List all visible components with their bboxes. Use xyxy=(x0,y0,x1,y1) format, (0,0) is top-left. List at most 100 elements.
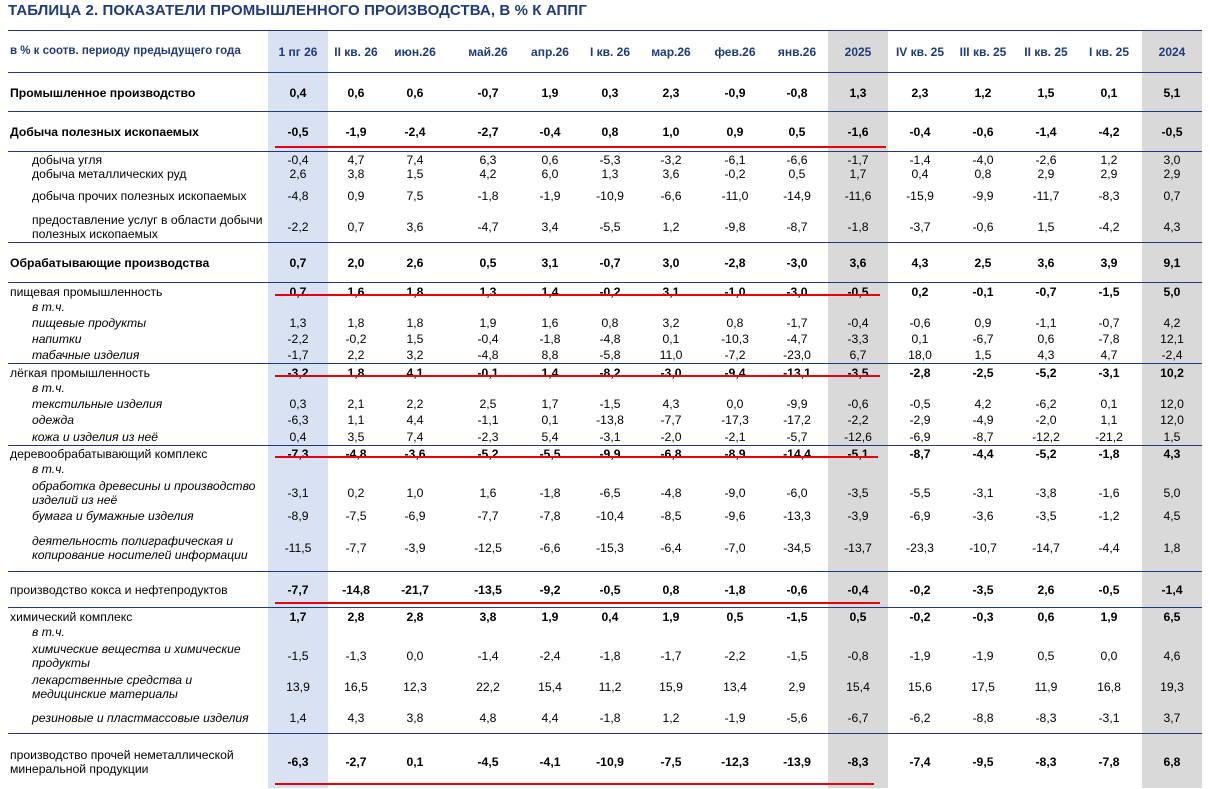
table-cell: 4,2 xyxy=(1163,316,1181,330)
table-cell: 1,9 xyxy=(479,316,497,330)
table-cell: -1,6 xyxy=(1098,485,1120,500)
table-cell: 6,0 xyxy=(541,166,559,181)
table-cell: -6,6 xyxy=(539,540,561,555)
table-row: кожа и изделия из неё 0,4 3,5 7,4 -2,3 5,4 -3,… xyxy=(8,428,1202,445)
table-cell: -14,4 xyxy=(783,447,811,461)
table-cell: -7,8 xyxy=(1098,754,1120,769)
table-cell: 4,3 xyxy=(662,397,680,411)
table-cell: 3,6 xyxy=(662,166,680,181)
table-cell: 1,4 xyxy=(541,365,559,380)
table-cell: -5,5 xyxy=(909,485,931,500)
row-label: в т.ч. xyxy=(32,462,65,476)
table-cell: -6,3 xyxy=(287,754,309,769)
row-label: бумага и бумажные изделия xyxy=(32,509,194,523)
table-cell: -4,4 xyxy=(1098,540,1120,555)
table-cell: -2,0 xyxy=(1035,413,1057,427)
table-cell: 2,2 xyxy=(347,348,365,362)
table-row: бумага и бумажные изделия -8,9 -7,5 -6,9 -7,… xyxy=(8,508,1202,524)
table-row: деятельность полиграфическая и копирован… xyxy=(8,524,1202,571)
table-cell: -1,6 xyxy=(847,125,869,139)
table-cell: -12,2 xyxy=(1032,429,1060,444)
row-label: в т.ч. xyxy=(32,300,65,314)
table-row: табачные изделия -1,7 2,2 3,2 -4,8 8,8 -5,8 11,… xyxy=(8,347,1202,363)
table-cell: 0,2 xyxy=(347,485,365,500)
table-row: Добыча полезных ископаемых -0,5 -1,9 -2,4 -2… xyxy=(8,111,1202,152)
table-row: Обрабатывающие производства 0,7 2,0 2,6 0,5 3… xyxy=(8,242,1202,283)
table-cell: -0,6 xyxy=(972,219,994,234)
table-cell: 4,3 xyxy=(1163,219,1181,234)
table-cell: 1,8 xyxy=(1163,540,1181,555)
table-cell: -3,0 xyxy=(660,365,682,380)
table-cell: -23,3 xyxy=(906,540,934,555)
table-cell: -9,4 xyxy=(724,365,746,380)
table-cell: 4,3 xyxy=(1163,447,1181,461)
table-cell: -8,8 xyxy=(972,710,994,725)
table-cell: 0,5 xyxy=(479,256,497,270)
table-cell: -0,7 xyxy=(1035,284,1057,299)
table-cell: -9,8 xyxy=(724,219,746,234)
table-cell: -5,8 xyxy=(599,348,621,362)
table-cell: 0,1 xyxy=(911,332,929,346)
table-cell: -4,8 xyxy=(345,447,367,461)
table-cell: -11,6 xyxy=(844,189,872,203)
highlight-underline xyxy=(275,456,878,458)
table-cell: -1,4 xyxy=(1161,583,1183,597)
table-cell: 6,7 xyxy=(849,348,867,362)
column-header: 2025 xyxy=(844,44,872,59)
table-cell: 2,9 xyxy=(1100,166,1118,181)
column-header: май.26 xyxy=(468,44,508,59)
table-cell: 0,0 xyxy=(1100,648,1118,663)
table-cell: -4,8 xyxy=(660,485,682,500)
table-cell: 3,8 xyxy=(479,609,497,624)
row-label: одежда xyxy=(32,413,75,427)
table-cell: 4,2 xyxy=(974,397,992,411)
table-cell: -1,9 xyxy=(724,710,746,725)
table-cell: -11,7 xyxy=(1032,189,1060,203)
table-row: текстильные изделия 0,3 2,1 2,2 2,5 1,7 -1,5 4,… xyxy=(8,396,1202,412)
table-cell: -6,9 xyxy=(909,429,931,444)
table-cell: -7,8 xyxy=(1098,332,1120,346)
table-cell: -17,2 xyxy=(783,413,811,427)
table-cell: -7,7 xyxy=(660,413,682,427)
table-cell: -8,3 xyxy=(1035,710,1057,725)
table-row: пищевые продукты 1,3 1,8 1,8 1,9 1,6 0,8 3,2 0,8… xyxy=(8,315,1202,331)
table-row: обработка древесины и производство издел… xyxy=(8,477,1202,508)
table-cell: 3,4 xyxy=(541,219,559,234)
table-cell: -8,9 xyxy=(287,509,309,523)
table-cell: -0,7 xyxy=(477,85,499,100)
table-cell: 0,6 xyxy=(1037,332,1055,346)
table-cell: 16,5 xyxy=(344,679,368,694)
table-cell: -2,4 xyxy=(539,648,561,663)
table-cell: 0,1 xyxy=(541,413,559,427)
table-row: химический комплекс 1,7 2,8 2,8 3,8 1,9 0,4 1,9… xyxy=(8,607,1202,625)
table-cell: -1,8 xyxy=(477,189,499,203)
table-cell: -0,5 xyxy=(847,284,869,299)
table-cell: -2,3 xyxy=(477,429,499,444)
table-cell: -3,1 xyxy=(1098,365,1120,380)
table-cell: 1,3 xyxy=(601,166,619,181)
table-cell: -6,2 xyxy=(1035,397,1057,411)
table-cell: 3,2 xyxy=(406,348,424,362)
row-label: производство кокса и нефтепродуктов xyxy=(10,583,228,597)
table-cell: 3,5 xyxy=(347,429,365,444)
table-cell: 4,1 xyxy=(406,365,424,380)
table-cell: -8,7 xyxy=(786,219,808,234)
table-cell: 11,0 xyxy=(659,348,683,362)
table-cell: -10,7 xyxy=(969,540,997,555)
table-cell: 0,6 xyxy=(347,85,365,100)
subheading-row: в т.ч. xyxy=(8,461,1202,477)
table-cell: 0,9 xyxy=(726,125,744,139)
table-row: производство кокса и нефтепродуктов -7,7 -… xyxy=(8,571,1202,608)
table-row: добыча прочих полезных ископаемых -4,8 0,9… xyxy=(8,181,1202,211)
table-cell: -3,3 xyxy=(847,332,869,346)
table-cell: -3,9 xyxy=(404,540,426,555)
table-cell: -2,7 xyxy=(345,754,367,769)
table-cell: -9,6 xyxy=(724,509,746,523)
table-cell: -3,1 xyxy=(287,485,309,500)
row-label: производство прочей неметаллической мине… xyxy=(10,747,234,776)
table-cell: -14,9 xyxy=(783,189,811,203)
highlight-underline xyxy=(275,146,886,148)
table-cell: 4,7 xyxy=(347,152,365,167)
table-cell: 0,8 xyxy=(726,316,744,330)
column-header: фев.26 xyxy=(714,44,756,59)
